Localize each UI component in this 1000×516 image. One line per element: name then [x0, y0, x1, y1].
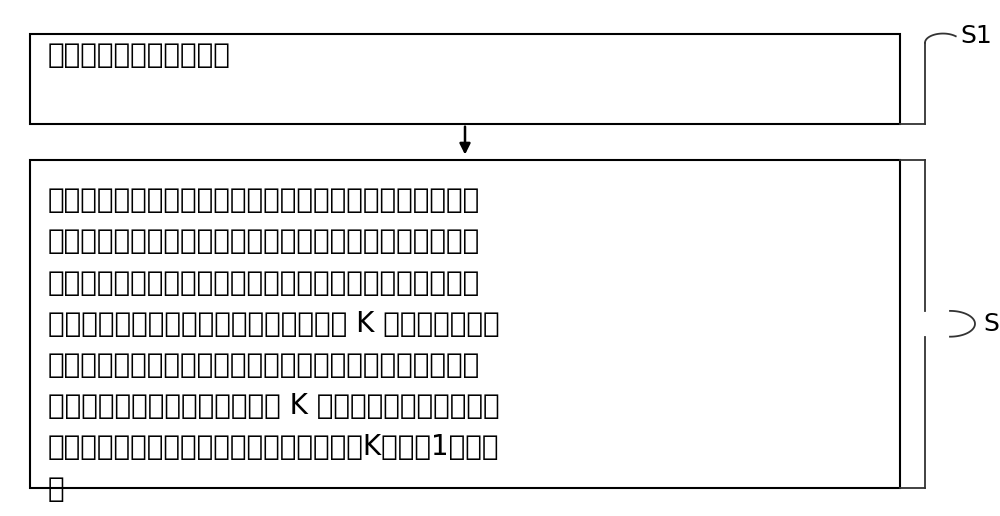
FancyBboxPatch shape: [30, 34, 900, 124]
Text: S1: S1: [961, 24, 992, 49]
Text: S2: S2: [983, 312, 1000, 336]
Text: 获取配电台区的相关数据: 获取配电台区的相关数据: [48, 41, 231, 69]
FancyBboxPatch shape: [30, 160, 900, 488]
Text: 将该配电台区的相关数据导入预先训练好的多模型分层学习
模型进行预测，得到该配电台区所需预测的负荷值；其中，
所述多模型分层学习模型包括依序连接的上层预测模型和下: 将该配电台区的相关数据导入预先训练好的多模型分层学习 模型进行预测，得到该配电台…: [48, 186, 500, 503]
